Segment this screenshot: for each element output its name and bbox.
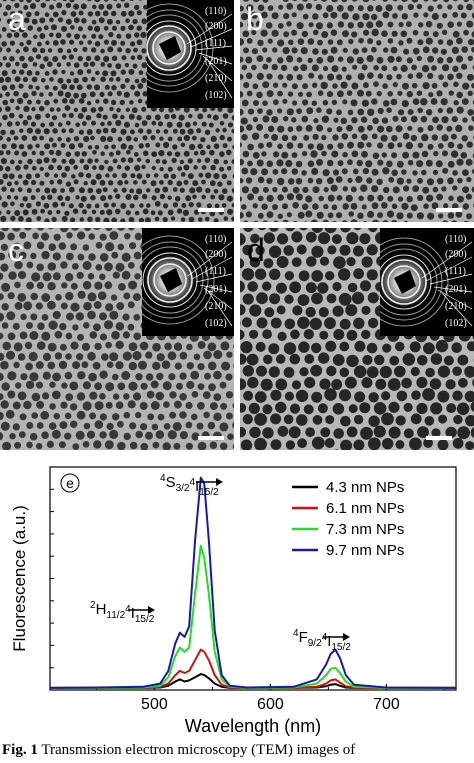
tem-panel-c: c (110) (200) (111) (201) (210) (102) (0, 228, 234, 450)
x-tick-label-0: 500 (141, 696, 168, 713)
panel-letter-d: d (247, 232, 265, 268)
transition-annotation-0: 4S3/24I15/2 (160, 473, 219, 498)
transition-annotation-2: 4F9/24I15/2 (293, 628, 351, 653)
ring-label-d-6: (102) (445, 318, 467, 329)
saed-pattern-c (142, 228, 234, 336)
x-axis-label: Wavelength (nm) (185, 716, 321, 736)
series-line-2 (50, 544, 456, 689)
svg-text:4S3/24I15/2: 4S3/24I15/2 (160, 473, 219, 498)
series-line-0 (50, 673, 456, 689)
scale-bar-d (426, 436, 452, 440)
tem-panel-a: a (110) (200) (111) (201) (210) (102) (0, 0, 234, 222)
transition-annotation-1: 2H11/24I15/2 (90, 600, 155, 625)
ring-label-d-4: (201) (445, 284, 467, 295)
figure-caption: Fig. 1 Transmission electron microscopy … (2, 740, 472, 760)
legend-label-3: 9.7 nm NPs (326, 542, 404, 559)
panel-label-circle (60, 473, 80, 493)
ring-label-d-5: (210) (445, 301, 467, 312)
ring-label-c-4: (201) (205, 284, 227, 295)
tem-panel-b: b (240, 0, 474, 222)
scale-bar-a (198, 208, 224, 212)
ring-label-d-2: (200) (445, 249, 467, 260)
ring-label-d-3: (111) (445, 266, 466, 277)
caption-text: Transmission electron microscopy (TEM) i… (37, 742, 356, 758)
panel-letter-b: b (246, 1, 264, 37)
ring-label-c-1: (110) (205, 234, 227, 245)
series-line-1 (50, 648, 456, 689)
svg-text:4F9/24I15/2: 4F9/24I15/2 (293, 628, 351, 653)
x-tick-label-2: 700 (373, 696, 400, 713)
svg-text:2H11/24I15/2: 2H11/24I15/2 (90, 600, 155, 625)
ring-label-d-1: (110) (445, 234, 467, 245)
ring-label-c-3: (111) (205, 266, 226, 277)
tem-panel-d: d (110) (200) (111) (201) (210) (102) (240, 228, 474, 450)
ring-label-c-5: (210) (205, 301, 227, 312)
tem-image-b (240, 0, 474, 222)
panel-letter-c: c (8, 232, 24, 268)
panel-letter-a: a (8, 1, 26, 37)
legend-label-0: 4.3 nm NPs (326, 479, 404, 496)
ring-label-a-6: (102) (205, 90, 227, 101)
ring-label-a-4: (201) (205, 56, 227, 67)
fluorescence-chart: 500 600 700 Wavelength (nm) Fluorescence (a.… (10, 466, 457, 736)
scale-bar-c (198, 436, 224, 440)
legend-label-2: 7.3 nm NPs (326, 521, 404, 538)
ring-label-c-6: (102) (205, 318, 227, 329)
ring-label-a-5: (210) (205, 73, 227, 84)
saed-pattern-a (147, 0, 234, 108)
caption-fig-label: Fig. 1 (2, 742, 38, 758)
series-line-3 (49, 476, 457, 689)
y-axis-label: Fluorescence (a.u.) (10, 505, 29, 651)
ring-label-a-2: (200) (205, 21, 227, 32)
ring-label-a-1: (110) (205, 6, 227, 17)
legend-label-1: 6.1 nm NPs (326, 500, 404, 517)
ring-label-c-2: (200) (205, 249, 227, 260)
saed-pattern-d (380, 228, 474, 336)
x-tick-label-1: 600 (257, 696, 284, 713)
panel-label-e: e (66, 475, 74, 491)
scale-bar-b (436, 208, 462, 212)
ring-label-a-3: (111) (205, 38, 226, 49)
